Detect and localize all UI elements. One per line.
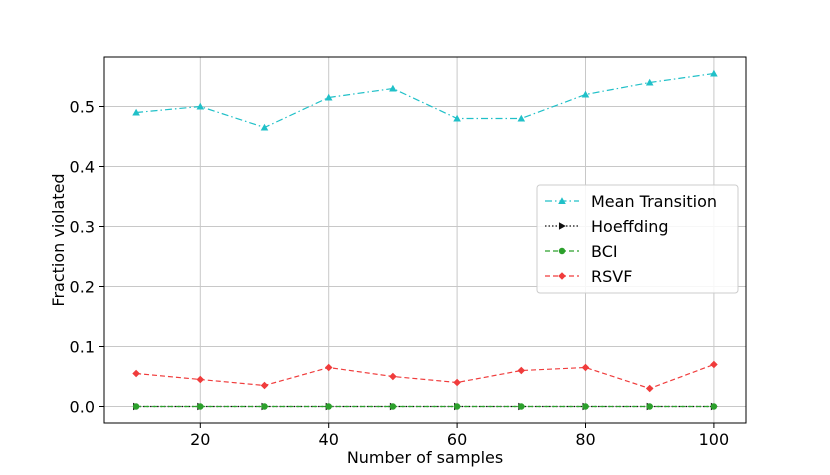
data-point-rsvf <box>389 372 397 381</box>
legend-label-hoeffding: Hoeffding <box>591 217 669 236</box>
data-point-bci <box>325 403 332 410</box>
x-axis-label: Number of samples <box>347 448 503 467</box>
legend-box <box>536 184 739 294</box>
legend: Mean Transition Hoeffding BCI RSVF <box>536 184 739 294</box>
y-tick-label: 0.4 <box>70 158 95 177</box>
x-tick-label: 80 <box>575 430 595 449</box>
data-point-bci <box>518 403 525 410</box>
data-point-mean-transition <box>453 114 461 122</box>
data-point-rsvf <box>132 369 140 378</box>
series-bci <box>132 403 718 410</box>
legend-item-bci: BCI <box>545 242 618 261</box>
data-point-rsvf <box>710 360 718 369</box>
legend-label-bci: BCI <box>591 242 618 261</box>
y-tick-label: 0.0 <box>70 398 95 417</box>
data-point-mean-transition <box>324 93 333 101</box>
y-tick-label: 0.5 <box>70 98 95 117</box>
data-point-rsvf <box>581 363 590 372</box>
data-point-bci <box>582 403 589 410</box>
data-point-bci <box>646 403 653 410</box>
data-point-mean-transition <box>645 78 654 86</box>
y-tick-label: 0.3 <box>70 218 95 237</box>
data-point-mean-transition <box>581 90 590 98</box>
legend-item-mean-transition: Mean Transition <box>545 192 717 211</box>
series-mean-transition <box>132 69 718 131</box>
legend-label-rsvf: RSVF <box>591 267 632 286</box>
data-point-rsvf <box>260 381 269 390</box>
legend-label-mean-transition: Mean Transition <box>591 192 717 211</box>
series-rsvf <box>132 360 718 393</box>
series-layer <box>132 69 718 411</box>
legend-item-hoeffding: Hoeffding <box>545 217 669 236</box>
data-point-bci <box>389 403 397 410</box>
data-point-bci <box>453 403 461 410</box>
data-point-rsvf <box>645 384 654 393</box>
y-tick-label: 0.1 <box>70 338 95 357</box>
plot-frame <box>103 56 747 424</box>
data-point-rsvf <box>453 378 461 387</box>
series-line-rsvf <box>136 363 715 390</box>
legend-marker-hoeffding <box>558 222 566 230</box>
data-point-mean-transition <box>517 114 526 122</box>
x-tick-label: 100 <box>699 430 730 449</box>
data-point-bci <box>710 403 718 410</box>
data-point-rsvf <box>517 366 526 375</box>
y-axis-label: Fraction violated <box>49 173 68 306</box>
legend-marker-mean-transition <box>558 197 566 205</box>
legend-item-rsvf: RSVF <box>545 267 632 286</box>
series-line-mean-transition <box>136 72 714 129</box>
legend-marker-rsvf <box>558 272 566 280</box>
data-point-mean-transition <box>132 108 140 116</box>
x-tick-label: 60 <box>447 430 467 449</box>
data-point-mean-transition <box>260 123 269 131</box>
legend-marker-bci <box>558 247 566 255</box>
data-point-bci <box>132 403 140 410</box>
x-tick-label: 20 <box>190 430 210 449</box>
data-point-mean-transition <box>389 84 397 92</box>
ticks: 20 40 60 80 100 0.0 0.1 0.2 0.3 0.4 0.5 <box>70 98 730 450</box>
data-point-mean-transition <box>196 102 205 110</box>
data-point-mean-transition <box>710 69 718 77</box>
data-point-rsvf <box>324 363 333 372</box>
data-point-bci <box>197 403 204 410</box>
x-tick-label: 40 <box>319 430 339 449</box>
data-point-bci <box>261 403 268 410</box>
y-tick-label: 0.2 <box>70 278 95 297</box>
data-point-rsvf <box>196 375 205 384</box>
